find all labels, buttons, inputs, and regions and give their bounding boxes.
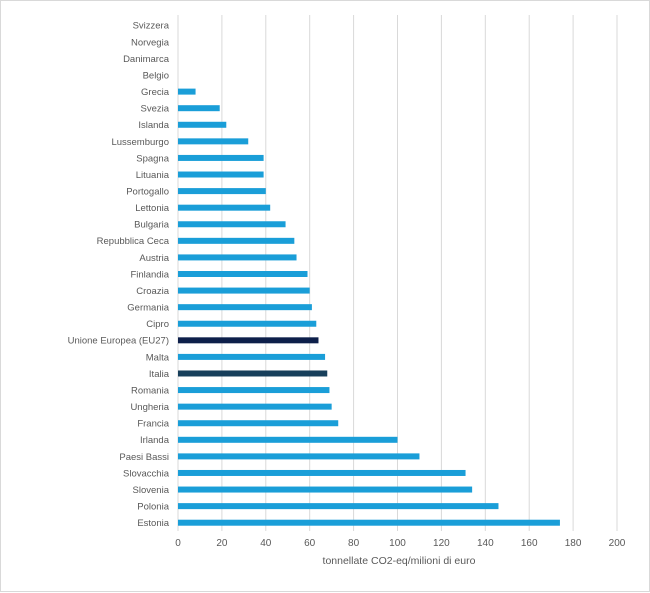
x-tick-labels: 0 20 40 60 80 100 120 140 160 180 200 [175, 538, 626, 549]
category-labels: Svizzera Norvegia Danimarca Belgio Grecia Sve… [68, 21, 170, 529]
bar-ungheria [178, 403, 332, 410]
category-label: Estonia [137, 518, 169, 529]
bar-cipro [178, 320, 317, 327]
bar-romania [178, 387, 330, 394]
category-label: Paesi Bassi [119, 452, 169, 463]
bar-unione-europea-eu27 [178, 337, 319, 344]
bar-malta [178, 353, 326, 360]
bar-croazia [178, 287, 310, 294]
category-label: Norvegia [131, 37, 170, 48]
category-label: Italia [149, 369, 170, 380]
bars [178, 88, 560, 526]
category-label: Unione Europea (EU27) [68, 336, 169, 347]
bar-estonia [178, 519, 560, 526]
bar-portogallo [178, 188, 266, 195]
category-label: Slovenia [133, 485, 170, 496]
gridlines [177, 15, 618, 531]
category-label: Lettonia [135, 203, 170, 214]
category-label: Svizzera [133, 21, 170, 32]
category-label: Ungheria [130, 402, 169, 413]
bar-lussemburgo [178, 138, 249, 145]
x-tick-label: 0 [175, 538, 181, 549]
bar-spagna [178, 154, 264, 161]
x-tick-label: 60 [304, 538, 316, 549]
x-tick-label: 200 [609, 538, 626, 549]
bar-italia [178, 370, 328, 377]
category-label: Lussemburgo [111, 137, 169, 148]
x-tick-label: 100 [389, 538, 406, 549]
category-label: Spagna [136, 153, 169, 164]
bar-paesi-bassi [178, 453, 420, 460]
x-tick-label: 40 [260, 538, 272, 549]
bar-francia [178, 420, 339, 427]
category-label: Irlanda [140, 435, 170, 446]
category-label: Francia [137, 419, 169, 430]
bar-austria [178, 254, 297, 261]
bar-grecia [178, 88, 196, 95]
bar-finlandia [178, 271, 308, 277]
x-tick-label: 80 [348, 538, 360, 549]
bar-slovacchia [178, 469, 466, 476]
bar-lituania [178, 171, 264, 178]
bar-lettonia [178, 204, 271, 211]
category-label: Malta [146, 352, 170, 363]
bar-bulgaria [178, 221, 286, 228]
x-tick-label: 20 [216, 538, 228, 549]
category-label: Finlandia [130, 269, 169, 280]
category-label: Repubblica Ceca [97, 236, 170, 247]
bar-polonia [178, 503, 499, 510]
category-label: Germania [127, 303, 169, 314]
category-label: Slovacchia [123, 468, 170, 479]
category-label: Cipro [146, 319, 169, 330]
category-label: Polonia [137, 502, 169, 513]
x-axis-title: tonnellate CO2-eq/milioni di euro [323, 555, 476, 567]
category-label: Portogallo [126, 186, 169, 197]
bar-irlanda [178, 436, 398, 443]
category-label: Romania [131, 385, 170, 396]
category-label: Grecia [141, 87, 170, 98]
category-label: Bulgaria [134, 220, 170, 231]
x-tick-label: 140 [477, 538, 494, 549]
bar-svezia [178, 105, 220, 112]
category-label: Lituania [136, 170, 170, 181]
category-label: Svezia [140, 104, 169, 115]
category-label: Croazia [136, 286, 169, 297]
category-label: Austria [139, 253, 169, 264]
bar-islanda [178, 121, 227, 128]
category-label: Islanda [138, 120, 169, 131]
x-tick-label: 120 [433, 538, 450, 549]
category-label: Belgio [143, 70, 169, 81]
x-tick-label: 160 [521, 538, 538, 549]
category-label: Danimarca [123, 54, 170, 65]
bar-slovenia [178, 486, 473, 493]
bar-repubblica-ceca [178, 237, 295, 244]
bar-germania [178, 304, 312, 311]
x-tick-label: 180 [565, 538, 582, 549]
